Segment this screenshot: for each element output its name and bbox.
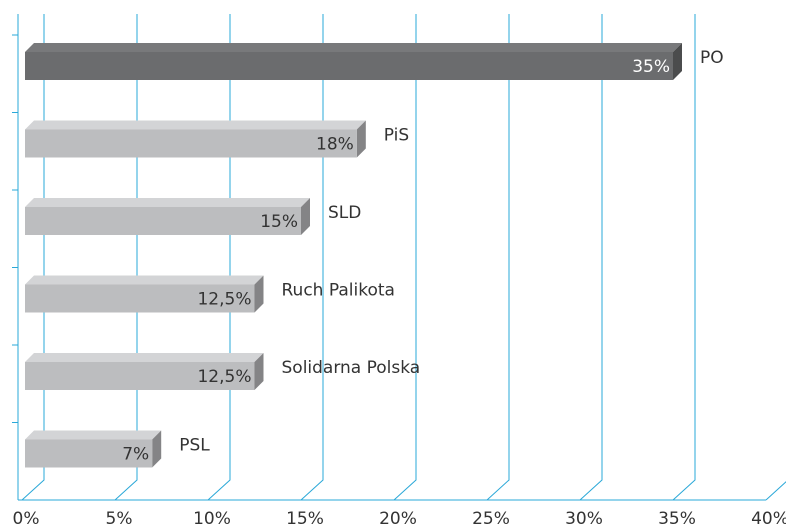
category-label: PO — [700, 48, 724, 68]
value-label: 35% — [632, 57, 670, 77]
bar-side — [356, 120, 366, 158]
bar-top — [25, 430, 162, 440]
grid-line — [672, 14, 696, 501]
bar-top — [25, 120, 366, 130]
bar-side — [254, 275, 264, 313]
bar-side — [152, 430, 162, 468]
value-label: 12,5% — [197, 367, 251, 387]
value-label: 15% — [260, 212, 298, 232]
value-label: 18% — [316, 135, 354, 155]
bar — [25, 129, 357, 158]
category-label: SLD — [328, 203, 361, 223]
bar-top — [25, 275, 264, 285]
grid-line — [765, 481, 786, 501]
category-label: Solidarna Polska — [282, 358, 421, 378]
bar-top — [25, 198, 310, 207]
x-tick-label: 40% — [751, 509, 786, 527]
bar-side — [301, 198, 310, 235]
category-label: Ruch Palikota — [282, 281, 395, 301]
value-label: 12,5% — [197, 290, 251, 310]
bar — [25, 362, 255, 390]
grid-line — [21, 14, 45, 501]
bar — [25, 207, 301, 235]
grid-line — [486, 14, 510, 501]
bar-top — [25, 43, 682, 52]
x-tick-label: 20% — [379, 509, 417, 527]
bar — [25, 52, 673, 80]
grid-line — [300, 14, 324, 501]
grid-line — [393, 14, 417, 501]
bar-side — [254, 353, 264, 390]
grid-line — [114, 14, 138, 501]
x-tick-label: 15% — [286, 509, 324, 527]
bar-side — [673, 43, 682, 80]
x-tick-label: 30% — [565, 509, 603, 527]
category-label: PSL — [179, 436, 210, 456]
grid-line — [579, 14, 603, 501]
x-tick-label: 5% — [106, 509, 133, 527]
value-label: 7% — [122, 445, 149, 465]
bar-top — [25, 353, 264, 362]
x-tick-label: 25% — [472, 509, 510, 527]
x-tick-label: 0% — [13, 509, 40, 527]
grid-line — [207, 14, 231, 501]
bar — [25, 439, 153, 468]
x-tick-label: 10% — [193, 509, 231, 527]
bar — [25, 284, 255, 313]
x-tick-label: 35% — [658, 509, 696, 527]
category-label: PiS — [384, 126, 409, 146]
